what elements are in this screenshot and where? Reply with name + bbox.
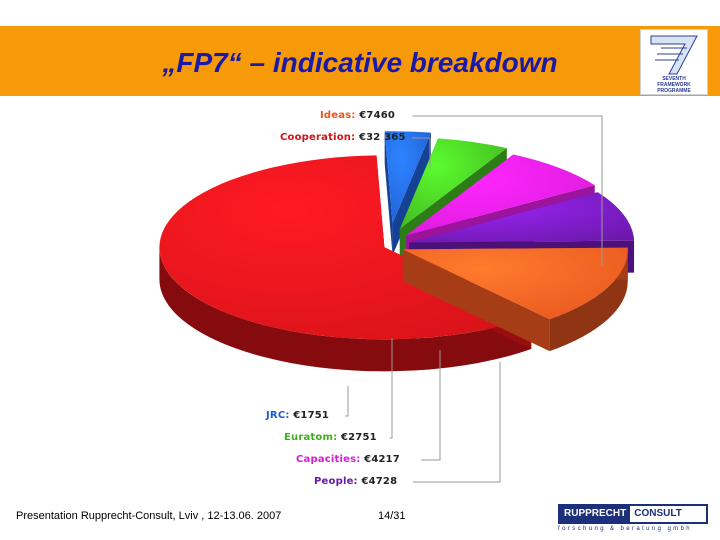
leader-line <box>421 350 441 461</box>
logo-caption: SEVENTH FRAMEWORK PROGRAMME <box>657 76 691 94</box>
leader-line <box>412 115 603 266</box>
pie-slice-top <box>406 154 595 236</box>
company-name-box: RUPPRECHT CONSULT <box>558 504 708 524</box>
pie-chart: Ideas: €7460 Cooperation: €32 365 JRC: €17… <box>0 96 720 504</box>
seven-logo-icon <box>650 35 698 75</box>
label-value: €7460 <box>359 110 396 121</box>
pie-slice-side <box>549 249 628 352</box>
label-value: €4728 <box>361 476 398 487</box>
label-value: €4217 <box>364 454 400 465</box>
page-title: „FP7“ – indicative breakdown <box>162 47 558 78</box>
label-category: Capacities: <box>296 454 365 465</box>
company-tagline: forschung & beratung gmbh <box>558 526 693 532</box>
pie-slice-face <box>384 131 393 256</box>
pie-slice-top <box>399 138 507 229</box>
label-euratom: Euratom: €2751 <box>284 432 377 443</box>
label-category: Cooperation: <box>280 132 359 143</box>
company-logo: RUPPRECHT CONSULT forschung & beratung g… <box>558 504 708 534</box>
label-cooperation: Cooperation: €32 365 <box>280 132 406 143</box>
leader-line <box>389 338 393 439</box>
label-category: Euratom: <box>284 432 341 443</box>
label-jrc: JRC: €1751 <box>266 410 329 421</box>
label-category: People: <box>314 476 362 487</box>
pie-slice-side <box>159 247 532 372</box>
page-number: 14/31 <box>378 510 406 522</box>
label-value: €32 365 <box>358 132 406 143</box>
label-category: JRC: <box>266 410 294 421</box>
label-value: €1751 <box>293 410 330 421</box>
company-name-right: CONSULT <box>634 508 682 519</box>
footer-text: Presentation Rupprecht-Consult, Lviv , 1… <box>16 510 282 522</box>
pie-slice-ideas <box>402 247 628 352</box>
label-people: People: €4728 <box>314 476 397 487</box>
leader-line <box>412 137 431 168</box>
label-capacities: Capacities: €4217 <box>296 454 400 465</box>
pie-slice-top <box>402 247 628 320</box>
title-bar: „FP7“ – indicative breakdown <box>0 26 720 96</box>
leader-line <box>345 386 349 417</box>
company-name-left: RUPPRECHT <box>560 506 631 522</box>
fp7-logo: SEVENTH FRAMEWORK PROGRAMME <box>640 29 708 95</box>
pie-slice-face <box>402 249 550 352</box>
pie-slice-top <box>409 192 635 243</box>
label-value: €2751 <box>340 432 377 443</box>
pie-svg <box>159 115 635 483</box>
label-ideas: Ideas: €7460 <box>320 110 395 121</box>
label-category: Ideas: <box>320 110 360 121</box>
pie-slice-top <box>384 131 431 224</box>
leader-line <box>413 362 501 483</box>
